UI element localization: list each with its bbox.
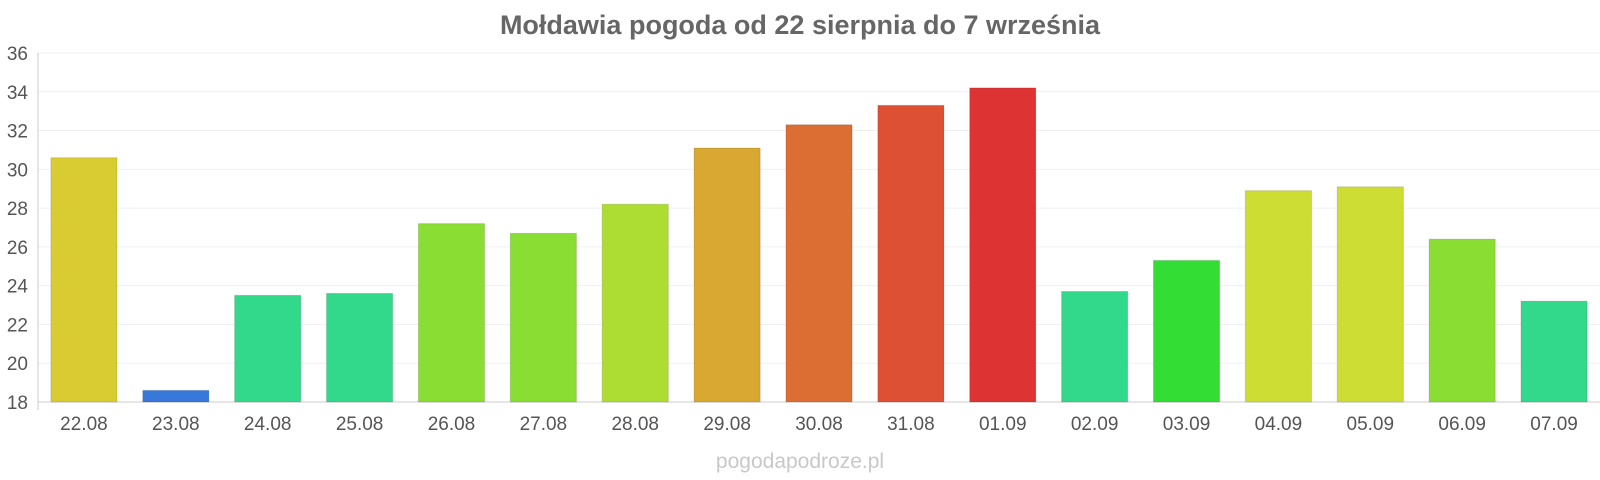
x-tick-label: 29.08: [703, 414, 751, 435]
bar-04.09: [1244, 190, 1312, 403]
x-tick-label: 01.09: [979, 414, 1027, 435]
x-tick-label: 24.08: [244, 414, 292, 435]
bar-05.09: [1336, 186, 1404, 403]
bar-24.08: [234, 294, 302, 403]
y-tick-label: 28: [7, 199, 28, 220]
bar-23.08: [142, 389, 210, 403]
y-tick-label: 30: [7, 160, 28, 181]
bar-25.08: [326, 292, 394, 403]
x-tick-label: 22.08: [60, 414, 108, 435]
x-tick-label: 31.08: [887, 414, 935, 435]
x-tick-label: 06.09: [1438, 414, 1486, 435]
y-tick-label: 34: [7, 83, 29, 104]
bar-27.08: [509, 232, 577, 403]
bars: [50, 87, 1588, 403]
y-tick-label: 18: [7, 393, 28, 414]
bar-03.09: [1152, 259, 1221, 403]
y-tick-label: 36: [7, 44, 28, 65]
bar-30.08: [785, 124, 853, 403]
x-tick-label: 23.08: [152, 414, 200, 435]
bar-06.09: [1428, 238, 1496, 403]
bar-29.08: [693, 147, 761, 403]
bar-chart: 18 20 22 24 26 28 30 32 34 36 22.08 23.08 24.08 25.0…: [7, 44, 1600, 435]
x-tick-label: 02.09: [1071, 414, 1119, 435]
x-tick-label: 30.08: [795, 414, 843, 435]
chart-title: Mołdawia pogoda od 22 sierpnia do 7 wrze…: [499, 10, 1101, 40]
x-tick-label: 28.08: [611, 414, 659, 435]
y-tick-label: 20: [7, 354, 28, 375]
x-tick-label: 25.08: [336, 414, 384, 435]
watermark: pogodapodroze.pl: [715, 450, 885, 473]
y-tick-label: 24: [7, 277, 29, 298]
x-tick-label: 05.09: [1347, 414, 1395, 435]
y-tick-label: 22: [7, 315, 28, 336]
bar-28.08: [601, 203, 669, 403]
x-axis-ticks: 22.08 23.08 24.08 25.08 26.08 27.08 28.08 29.08…: [60, 414, 1578, 435]
x-tick-label: 26.08: [428, 414, 476, 435]
bar-07.09: [1520, 300, 1588, 403]
bar-31.08: [877, 104, 945, 403]
bar-26.08: [417, 223, 486, 403]
x-tick-label: 04.09: [1255, 414, 1303, 435]
x-tick-label: 07.09: [1530, 414, 1578, 435]
x-tick-label: 03.09: [1163, 414, 1211, 435]
y-tick-label: 26: [7, 238, 28, 259]
bar-02.09: [1061, 290, 1129, 403]
y-axis-ticks: 18 20 22 24 26 28 30 32 34 36: [7, 44, 29, 414]
x-tick-label: 27.08: [520, 414, 568, 435]
y-tick-label: 32: [7, 122, 28, 143]
bar-01.09: [969, 87, 1037, 403]
bar-22.08: [50, 157, 118, 403]
